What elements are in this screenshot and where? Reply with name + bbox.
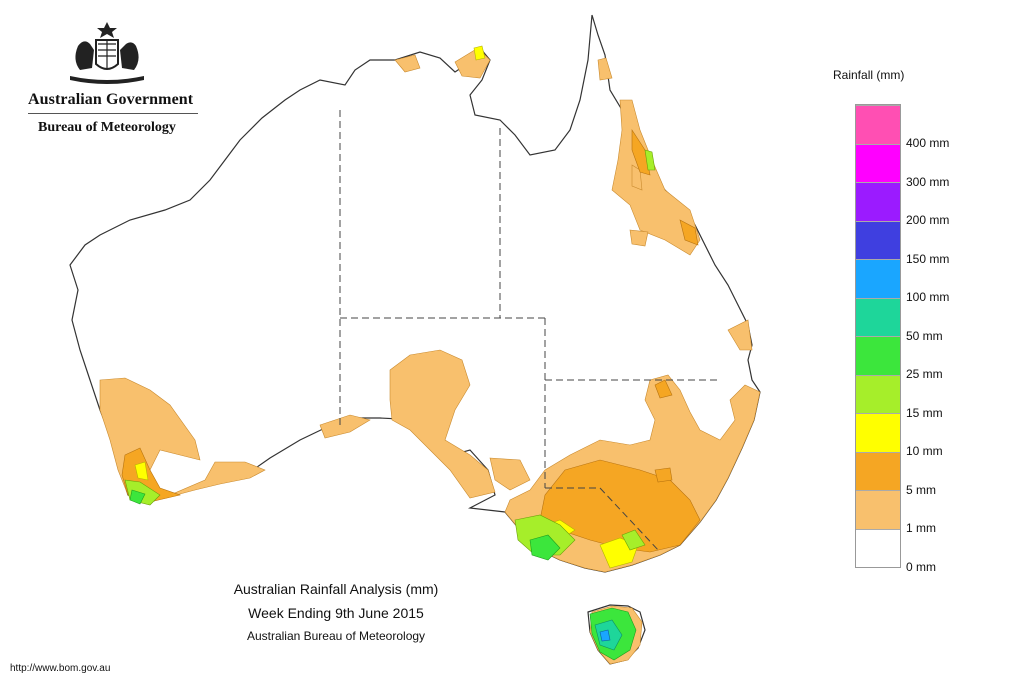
legend-label-100: 100 mm [906, 290, 950, 304]
bureau-name: Bureau of Meteorology [38, 120, 176, 135]
map-source: Australian Bureau of Meteorology [246, 629, 426, 643]
legend-swatch-10 [856, 413, 900, 452]
legend-swatch-400 [856, 105, 900, 144]
legend-label-0: 0 mm [906, 560, 936, 574]
legend-label-1: 1 mm [906, 521, 936, 535]
legend-swatch-25 [856, 336, 900, 375]
legend-swatch-150 [856, 220, 900, 259]
legend-swatch-1 [856, 490, 900, 529]
legend-label-150: 150 mm [906, 252, 950, 266]
map-subtitle: Week Ending 9th June 2015 [248, 605, 424, 621]
map-title: Australian Rainfall Analysis (mm) [233, 581, 439, 597]
rainfall-legend [855, 104, 901, 568]
legend-label-200: 200 mm [906, 213, 950, 227]
legend-title: Rainfall (mm) [833, 68, 905, 82]
legend-swatch-300 [856, 143, 900, 182]
state-borders [339, 110, 720, 553]
legend-label-400: 400 mm [906, 136, 950, 150]
legend-swatch-0 [856, 528, 900, 567]
legend-swatch-50 [856, 297, 900, 336]
bom-url[interactable]: http://www.bom.gov.au [10, 663, 111, 674]
legend-label-15: 15 mm [906, 406, 943, 420]
rain-100mm-areas [599, 629, 611, 642]
header-divider [28, 113, 198, 114]
legend-label-10: 10 mm [906, 444, 943, 458]
legend-swatch-15 [856, 374, 900, 413]
legend-label-25: 25 mm [906, 367, 943, 381]
legend-label-300: 300 mm [906, 175, 950, 189]
government-name: Australian Government [28, 91, 194, 108]
legend-label-50: 50 mm [906, 329, 943, 343]
legend-label-5: 5 mm [906, 483, 936, 497]
coat-of-arms-icon [70, 22, 144, 84]
legend-swatch-100 [856, 259, 900, 298]
legend-swatch-5 [856, 451, 900, 490]
legend-swatch-200 [856, 182, 900, 221]
